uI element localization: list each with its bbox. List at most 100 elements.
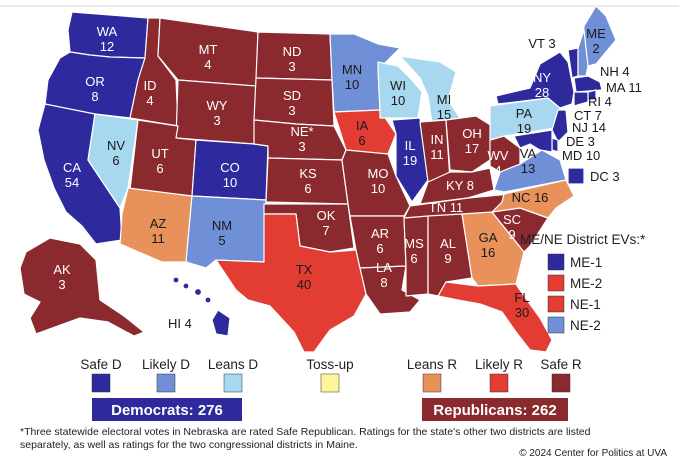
label-KY: KY 8 [446, 178, 474, 193]
label-MA: MA 11 [606, 80, 642, 95]
label-NV: NV 6 [107, 138, 125, 168]
state-DE[interactable] [551, 137, 559, 153]
district-legend: ME/NE District EVs:* ME-1 ME-2 NE-1 NE-2 [520, 232, 646, 334]
district-label: ME-1 [570, 255, 602, 270]
state-VA[interactable] [493, 149, 567, 193]
state-NH[interactable] [577, 29, 589, 77]
label-MO: MO 10 [368, 166, 389, 196]
legend-label: Safe D [80, 357, 122, 372]
legend-label: Likely D [142, 357, 190, 372]
legend-swatch [551, 373, 571, 393]
label-AK: AK 3 [53, 262, 71, 292]
district-legend-title: ME/NE District EVs:* [520, 232, 646, 247]
district-swatch [547, 274, 565, 292]
label-DC: DC 3 [590, 169, 620, 184]
label-DE: DE 3 [566, 134, 595, 149]
copyright: © 2024 Center for Politics at UVA [519, 448, 667, 457]
district-swatch [547, 253, 565, 271]
label-WA: WA 12 [97, 24, 118, 54]
label-MI: MI 15 [437, 92, 451, 122]
label-RI: RI 4 [588, 94, 612, 109]
legend-label: Safe R [540, 357, 582, 372]
democrats-total: Democrats: 276 [92, 398, 242, 421]
state-CT[interactable] [573, 91, 589, 107]
label-HI: HI 4 [168, 316, 192, 331]
district-item: ME-1 [547, 253, 602, 271]
label-OH: OH 17 [462, 126, 482, 156]
democrats-total-label: Democrats: 276 [111, 402, 223, 419]
label-CA: CA 54 [63, 160, 81, 190]
label-AL: AL 9 [440, 236, 456, 266]
label-ND: ND 3 [283, 44, 302, 74]
label-NE: NE* 3 [290, 124, 313, 154]
state-MS[interactable] [403, 215, 429, 297]
label-NH: NH 4 [600, 64, 630, 79]
legend-swatch [320, 373, 340, 393]
label-MN: MN 10 [342, 62, 362, 92]
state-DC[interactable] [567, 167, 585, 185]
label-NJ: NJ 14 [572, 120, 606, 135]
district-label: ME-2 [570, 276, 602, 291]
label-GA: GA 16 [479, 230, 498, 260]
state-NJ[interactable] [551, 109, 569, 143]
legend-swatch [422, 373, 442, 393]
label-MT: MT 4 [199, 42, 218, 72]
district-item: NE-1 [547, 295, 601, 313]
state-AK[interactable] [19, 237, 145, 337]
label-TX: TX 40 [296, 262, 313, 292]
state-FL[interactable] [437, 281, 553, 353]
label-NM: NM 5 [212, 218, 232, 248]
legend-label: Likely R [475, 357, 523, 372]
label-TN: TN 11 [429, 200, 463, 215]
label-UT: UT 6 [151, 146, 168, 176]
state-IA[interactable] [333, 109, 397, 155]
district-label: NE-2 [570, 318, 601, 333]
label-OK: OK 7 [317, 208, 336, 238]
district-item: ME-2 [547, 274, 602, 292]
label-WV: WV 4 [488, 148, 509, 178]
label-MD: MD 10 [562, 148, 600, 163]
state-MA[interactable] [573, 75, 603, 93]
republicans-total-label: Republicans: 262 [433, 402, 556, 419]
label-NY: NY 28 [533, 70, 551, 100]
footnote-line-2: separately, as well as ratings for the t… [20, 439, 358, 451]
state-IL[interactable] [391, 117, 429, 203]
label-IL: IL 19 [403, 138, 417, 168]
label-PA: PA 19 [516, 106, 533, 136]
label-MS: MS 6 [404, 236, 424, 266]
state-TX[interactable] [215, 213, 367, 353]
label-CO: CO 10 [220, 160, 240, 190]
label-AZ: AZ 11 [150, 216, 167, 246]
legend-swatch [223, 373, 243, 393]
state-NC[interactable] [491, 179, 575, 219]
label-CT: CT 7 [574, 108, 602, 123]
label-WI: WI 10 [390, 78, 406, 108]
district-swatch [547, 295, 565, 313]
rating-legend: Safe D Likely D Leans D Toss-up Leans R … [80, 357, 582, 393]
label-KS: KS 6 [299, 166, 317, 196]
legend-swatch [489, 373, 509, 393]
legend-label: Leans D [208, 357, 259, 372]
label-IA: IA 6 [356, 118, 369, 148]
legend-label: Leans R [407, 357, 458, 372]
label-WY: WY 3 [207, 98, 228, 128]
state-MD[interactable] [513, 129, 553, 153]
legend-swatch [156, 373, 176, 393]
label-IN: IN 11 [430, 132, 444, 162]
district-item: NE-2 [547, 316, 601, 334]
label-FL: FL 30 [514, 290, 529, 320]
state-NV[interactable] [87, 113, 139, 209]
label-VT: VT 3 [528, 36, 555, 51]
label-SC: SC 9 [503, 212, 521, 242]
label-ME: ME 2 [586, 26, 606, 56]
district-swatch [547, 316, 565, 334]
state-LA[interactable] [359, 265, 421, 315]
label-VA: VA 13 [520, 146, 537, 176]
footnote-line-1: *Three statewide electoral votes in Nebr… [20, 426, 591, 438]
state-HI[interactable] [172, 276, 231, 337]
label-SD: SD 3 [283, 88, 301, 118]
legend-label: Toss-up [306, 357, 353, 372]
legend-swatch [91, 373, 111, 393]
label-NC: NC 16 [512, 190, 549, 205]
